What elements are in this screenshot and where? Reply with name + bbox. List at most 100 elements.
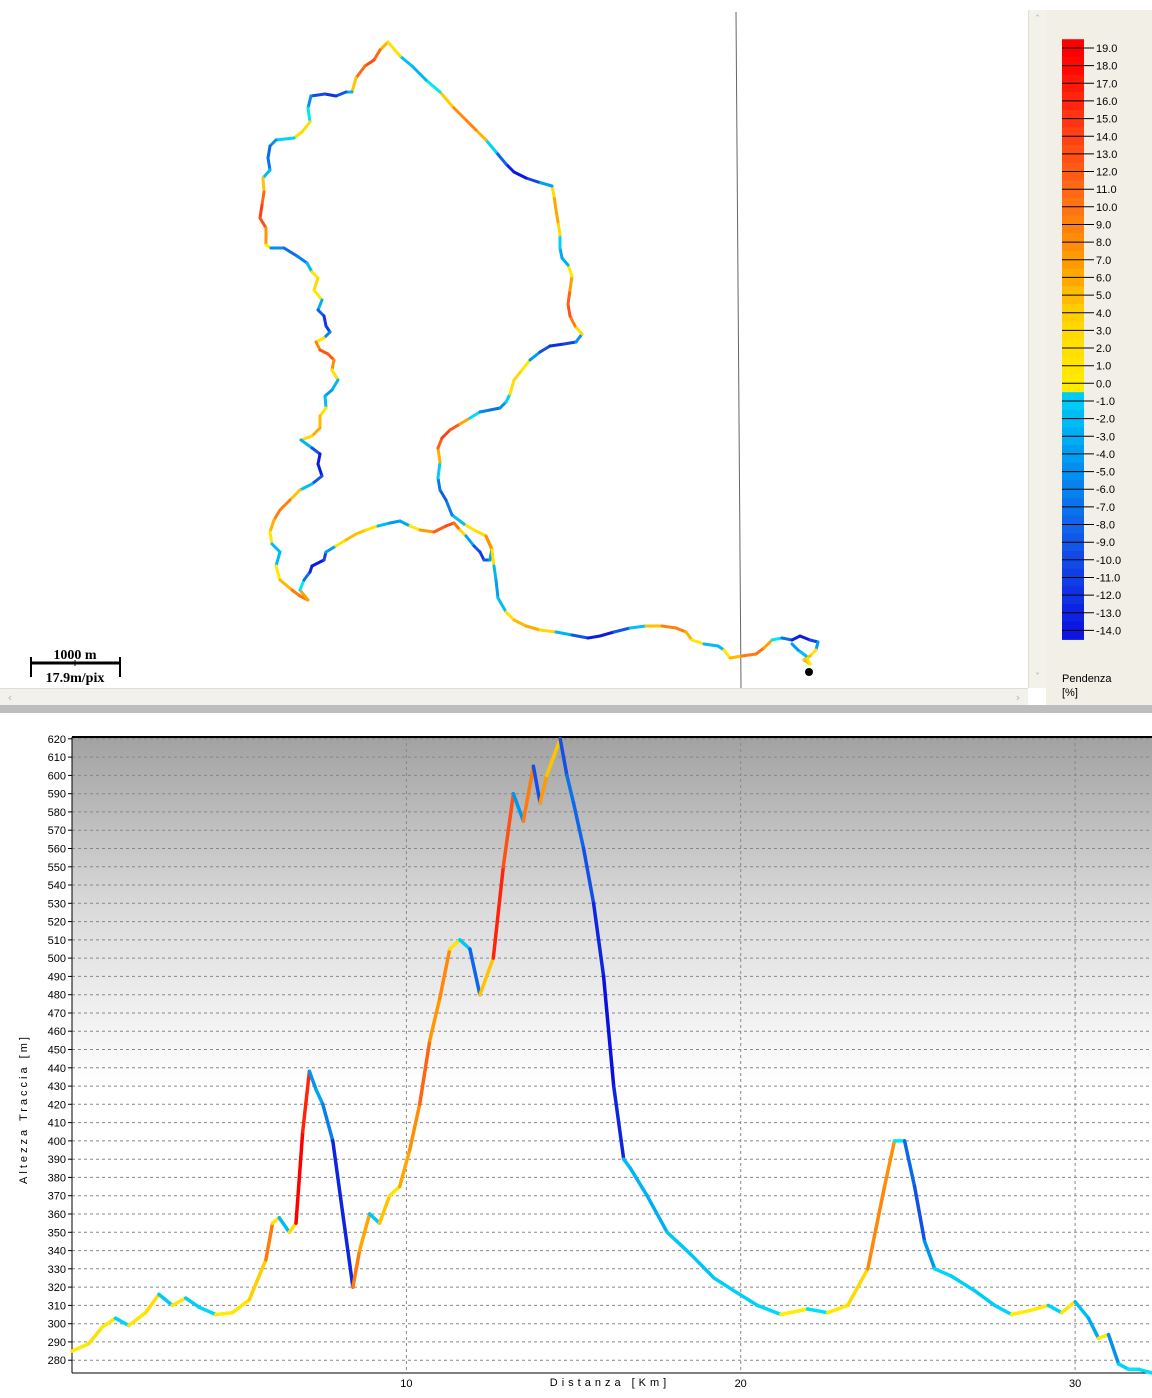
track-segment [278,578,294,592]
elevation-segment [100,1316,118,1330]
y-tick-labels: 620 610 600 590 580 570 560 550 540 530 520 510 500 4… [48,734,72,1367]
elevation-segment [1136,1367,1152,1375]
track-segment [538,628,558,634]
elevation-segment [949,1274,977,1293]
legend-tick-label: 18.0 [1096,61,1117,73]
elevation-segment [321,1102,335,1143]
track-segment [566,302,572,318]
elevation-segment [307,1069,318,1092]
track-segment [524,176,540,184]
track-segment [344,532,358,542]
track-segment [464,534,476,548]
track-segment [323,92,338,98]
elevation-segment [922,1239,937,1271]
y-tick-label: 370 [48,1191,66,1203]
legend-tick-label: 11.0 [1096,184,1117,196]
elevation-segment [448,938,462,951]
elevation-segment [973,1289,997,1308]
y-tick-label: 590 [48,789,66,801]
elevation-segment [197,1305,218,1317]
elevation-segment [1009,1309,1031,1317]
track-segment [562,340,578,346]
track-map[interactable]: 1000 m 17.9m/pix [0,0,1028,688]
track-segment [484,138,498,154]
legend-tick-label: -1.0 [1096,396,1115,408]
elevation-segment [581,846,596,906]
track-segment [568,274,574,292]
elevation-segment [277,1215,292,1235]
track-segment [492,564,498,582]
elevation-segment [264,1221,275,1262]
track-segment [310,426,322,438]
track-segment [300,120,312,134]
track-segment [312,276,320,292]
elevation-segment [468,947,482,997]
track-segment [364,524,380,532]
y-tick-label: 340 [48,1246,66,1258]
track-segment [508,378,516,396]
y-tick-label: 570 [48,825,66,837]
scroll-left-icon[interactable]: ‹ [7,691,13,704]
elevation-segment [294,1130,305,1225]
track-segment [566,263,574,278]
legend-tick-label: -10.0 [1096,555,1121,567]
track-segment [354,528,368,536]
track-map-panel[interactable]: 1000 m 17.9m/pix ‹ › ˆ ˇ 19.0 18.0 17.0 16.… [0,0,1152,706]
track-segment [260,190,266,207]
track-segment [330,358,336,372]
track-segment [292,130,304,140]
track-segment [258,216,268,230]
track-segment [266,144,272,160]
track-segment [388,519,402,525]
track-segment [684,630,694,642]
track-segment [550,184,556,198]
map-horizontal-scrollbar[interactable]: ‹ › [0,688,1028,706]
elevation-segment [565,773,576,805]
elevation-segment [628,1166,649,1198]
elevation-segment [417,1038,432,1107]
track-segment [558,246,564,260]
elevation-segment [1073,1299,1091,1320]
elevation-segment [732,1289,760,1308]
scroll-up-icon[interactable]: ˆ [1034,13,1041,26]
legend-tick-label: 2.0 [1096,343,1111,355]
legend-tick-label: -14.0 [1096,625,1121,637]
track-segment [274,550,282,568]
elevation-segment [825,1303,850,1315]
track-segment [298,482,314,492]
elevation-profile-chart: 620 610 600 590 580 570 560 550 540 530 520 510 500 4… [48,734,1152,1390]
elevation-segment [86,1325,104,1346]
track-segment [310,558,326,568]
track-segment [504,162,516,174]
y-tick-label: 430 [48,1081,66,1093]
elevation-segment [531,764,542,805]
elevation-segment [611,1084,626,1161]
track-segment [520,358,532,372]
y-tick-label: 460 [48,1026,66,1038]
scroll-right-icon[interactable]: › [1015,691,1021,704]
map-vertical-scrollbar[interactable]: ˆ ˇ [1028,10,1046,688]
legend-tick-label: -5.0 [1096,467,1115,479]
track-segment [450,104,466,120]
track-segment [436,476,442,492]
track-segment [398,54,414,68]
elevation-segment [1116,1362,1131,1372]
y-tick-label: 490 [48,971,66,983]
track-segment [494,150,508,166]
elevation-segment [712,1276,736,1293]
track-segment [350,76,358,94]
scroll-down-icon[interactable]: ˇ [1034,671,1041,684]
y-tick-label: 360 [48,1209,66,1221]
y-tick-label: 380 [48,1172,66,1184]
track-segment [474,128,488,142]
elevation-segment [882,1139,897,1189]
track-segment [354,64,367,80]
track-segment [448,422,462,432]
legend-tick-label: 19.0 [1096,43,1117,55]
track-segment [728,654,744,660]
track-segment [306,106,312,124]
track-segment [418,528,436,534]
track-segment [436,460,442,480]
elevation-segment [993,1303,1014,1317]
legend-tick-label: 16.0 [1096,96,1117,108]
